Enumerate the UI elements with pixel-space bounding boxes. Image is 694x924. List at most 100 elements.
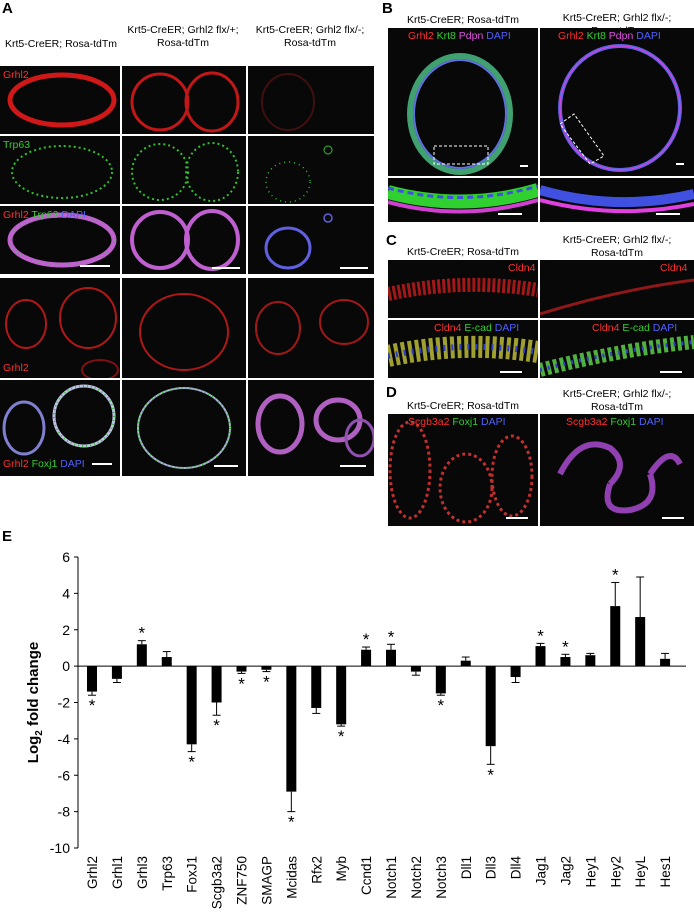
panel-a-header-1: Krt5-CreER; Rosa-tdTm [4, 38, 118, 50]
panel-c-header-1: Krt5-CreER; Rosa-tdTm [406, 246, 520, 258]
micrograph-a-r4c2 [122, 278, 246, 378]
significance-star: * [612, 565, 619, 584]
bar-notch1 [386, 649, 396, 667]
y-tick-label: 6 [62, 549, 70, 565]
stain-c-tr: Cldn4 [660, 262, 688, 274]
x-tick-label: ZNF750 [235, 856, 250, 905]
micrograph-b-right-zoom [540, 178, 694, 222]
significance-star: * [363, 630, 370, 649]
x-tick-label: Jag2 [558, 856, 573, 885]
stain-grhl2: Grhl2 [3, 69, 29, 81]
bar-grhl1 [111, 666, 122, 679]
bar-grhl2 [87, 666, 97, 692]
micrograph-a-r3c2 [122, 206, 246, 274]
bar-znf750 [236, 666, 247, 672]
micrograph-a-r1c3 [248, 66, 374, 134]
significance-star: * [89, 696, 96, 715]
significance-star: * [537, 626, 544, 645]
significance-star: * [388, 627, 395, 646]
panel-d-header-2: Krt5-CreER; Grhl2 flx/-; Rosa-tdTm [562, 388, 672, 413]
y-tick-label: -6 [58, 767, 71, 783]
panel-d-header-1: Krt5-CreER; Rosa-tdTm [406, 400, 520, 412]
stain-trp63: Trp63 [3, 139, 31, 151]
x-tick-label: Myb [334, 856, 349, 882]
bar-jag1 [535, 646, 546, 667]
y-tick-label: -8 [58, 804, 71, 820]
bar-hey2 [610, 606, 621, 667]
x-tick-label: Notch2 [409, 856, 424, 899]
bar-dll1 [460, 660, 471, 667]
bar-dll4 [510, 666, 521, 678]
micrograph-a-r3c1: Grhl2 Trp63 DAPI [0, 206, 120, 274]
panel-a-header-2: Krt5-CreER; Grhl2 flx/+; Rosa-tdTm [127, 24, 239, 49]
panel-b-label: B [382, 0, 393, 17]
bar-jag2 [560, 657, 571, 667]
x-tick-label: Hey2 [608, 856, 623, 888]
bar-dll3 [485, 666, 496, 747]
bar-notch2 [410, 666, 421, 672]
x-tick-label: Grhl1 [110, 856, 125, 889]
micrograph-a-r2c3 [248, 136, 374, 204]
micrograph-a-r2c1: Trp63 [0, 136, 120, 204]
micrograph-a-r5c1: Grhl2 Foxj1 DAPI [0, 380, 120, 476]
micrograph-d-left: Scgb3a2 Foxj1 DAPI [388, 414, 538, 526]
bar-myb [336, 666, 347, 725]
panel-e-label: E [2, 528, 13, 545]
stain-d-left: Scgb3a2 Foxj1 DAPI [408, 416, 506, 428]
significance-star: * [438, 696, 445, 715]
bar-trp63 [161, 657, 172, 667]
micrograph-b-right: Grhl2 Krt8 Pdpn DAPI [540, 28, 694, 176]
micrograph-a-r3c3 [248, 206, 374, 274]
x-tick-label: Dll4 [509, 856, 524, 880]
stain-c-tl: Cldn4 [508, 262, 536, 274]
bar-scgb3a2 [211, 666, 222, 703]
y-axis-label: Log2 fold change [25, 642, 45, 763]
significance-star: * [562, 637, 569, 656]
micrograph-b-left-zoom [388, 178, 538, 222]
fold-change-bar-chart: 6 4 2 0 -2 -4 -6 -8 -10 Log2 fold change * Grhl2 Grh… [25, 549, 686, 909]
micrograph-a-r4c1: Grhl2 [0, 278, 120, 378]
panel-c-header-2: Krt5-CreER; Grhl2 flx/-; Rosa-tdTm [562, 234, 672, 259]
x-tick-label: Mcidas [284, 856, 299, 899]
x-tick-label: Dll3 [484, 856, 499, 879]
stain-merge-a: Grhl2 Trp63 DAPI [3, 209, 86, 221]
x-tick-label: FoxJ1 [185, 856, 200, 893]
significance-star: * [487, 765, 494, 784]
micrograph-a-r2c2 [122, 136, 246, 204]
x-tick-label: HeyL [633, 856, 648, 888]
significance-star: * [238, 674, 245, 693]
bar-smagp [261, 666, 272, 670]
x-tick-label: Notch3 [434, 856, 449, 899]
x-tick-label: Hey1 [583, 856, 598, 888]
x-tick-label: SMAGP [259, 856, 274, 905]
panel-d-label: D [386, 384, 397, 401]
micrograph-d-right: Scgb3a2 Foxj1 DAPI [540, 414, 694, 526]
y-tick-label: -4 [58, 731, 71, 747]
x-tick-label: Scgb3a2 [210, 856, 225, 909]
bar-ccnd1 [361, 649, 372, 667]
significance-star: * [188, 753, 195, 772]
panel-a-header-3: Krt5-CreER; Grhl2 flx/-; Rosa-tdTm [255, 24, 365, 49]
stain-d-right: Scgb3a2 Foxj1 DAPI [566, 416, 664, 428]
bar-hes1 [660, 658, 671, 667]
x-tick-label: Dll1 [459, 856, 474, 879]
micrograph-c-tl: Cldn4 [388, 260, 538, 318]
y-tick-label: -2 [58, 695, 71, 711]
bar-foxj1 [186, 666, 197, 745]
micrograph-a-r1c1: Grhl2 [0, 66, 120, 134]
x-tick-label: Jag1 [534, 856, 549, 885]
significance-star: * [139, 624, 146, 643]
stain-merge-a2: Grhl2 Foxj1 DAPI [3, 458, 85, 470]
stain-c-bl: Cldn4 E-cad DAPI [434, 322, 520, 334]
y-tick-label: 0 [62, 658, 70, 674]
y-tick-label: -10 [50, 840, 70, 856]
y-tick-label: 4 [62, 585, 70, 601]
significance-star: * [263, 673, 270, 692]
micrograph-a-r4c3 [248, 278, 374, 378]
x-tick-label: Ccnd1 [359, 856, 374, 895]
x-tick-label: Notch1 [384, 856, 399, 899]
bar-notch3 [435, 666, 446, 694]
micrograph-a-r5c3 [248, 380, 374, 476]
micrograph-c-bl: Cldn4 E-cad DAPI [388, 320, 538, 378]
micrograph-c-br: Cldn4 E-cad DAPI [540, 320, 694, 378]
